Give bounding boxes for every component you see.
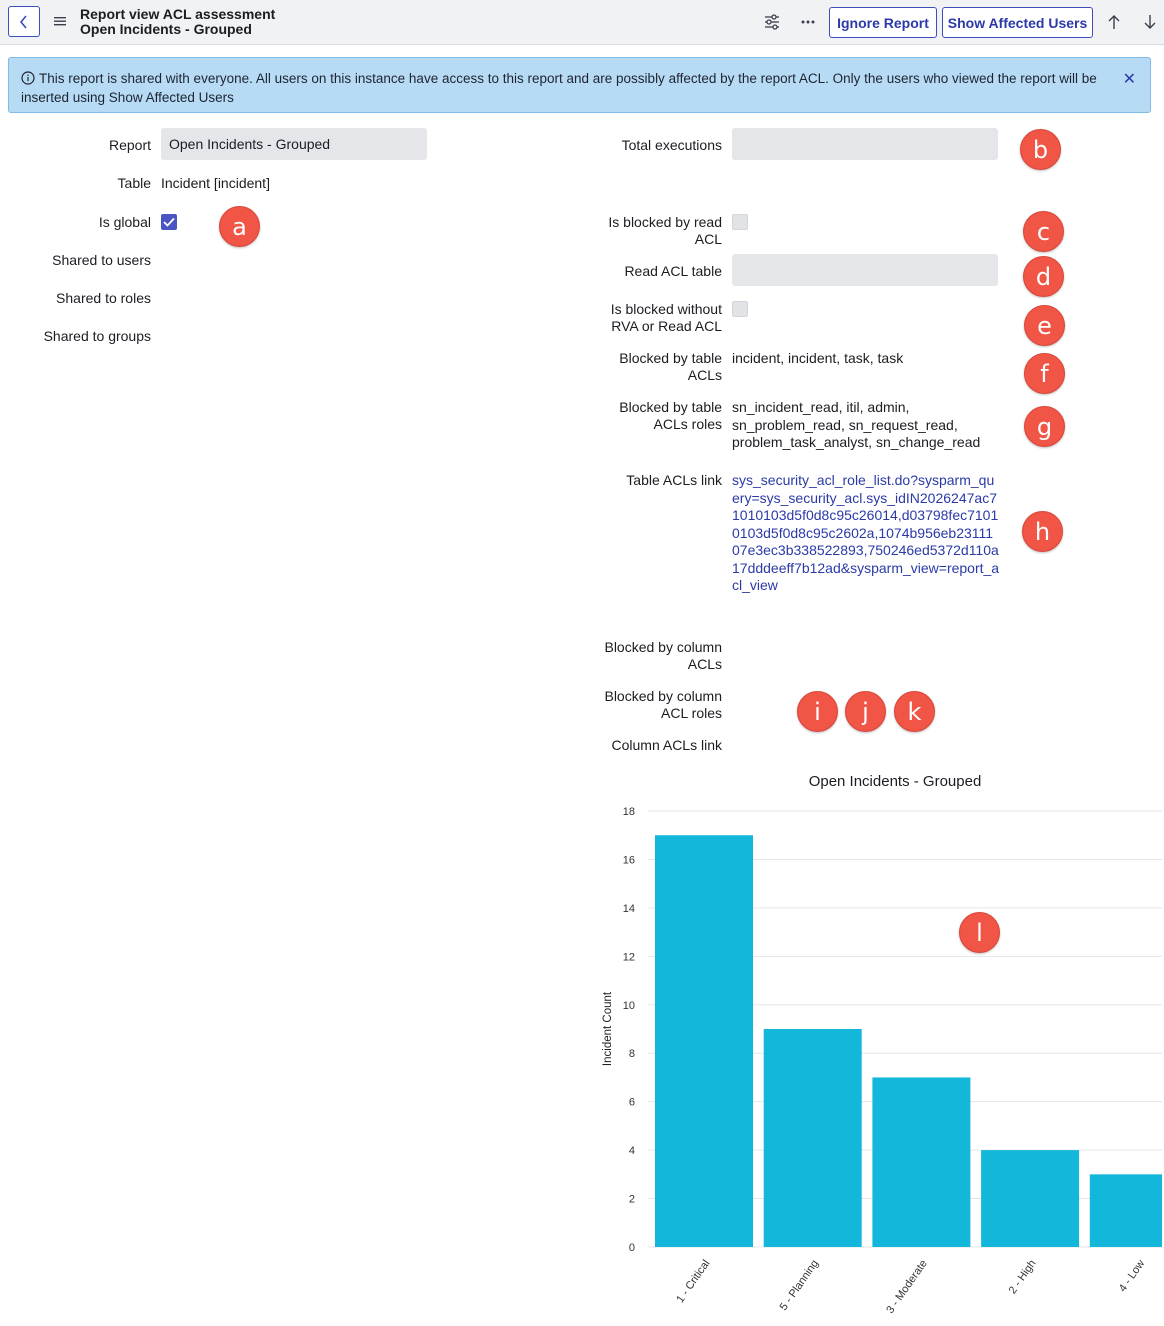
ignore-report-button[interactable]: Ignore Report [829,7,937,38]
y-tick-label: 12 [623,951,635,963]
arrow-down-icon[interactable] [1140,12,1160,32]
is-global-label: Is global [98,214,151,230]
y-tick-label: 0 [629,1242,635,1254]
blocked-rva-checkbox[interactable] [732,301,748,317]
table-value: Incident [incident] [161,175,270,191]
y-tick-label: 14 [623,903,635,915]
read-acl-table-field[interactable] [732,254,998,286]
annotation-marker-l: l [959,912,1000,953]
report-label: Report [108,137,151,153]
annotation-marker-e: e [1024,305,1065,346]
annotation-marker-c: c [1023,211,1064,252]
page-title: Report view ACL assessment [80,6,276,22]
y-axis-label: Incident Count [602,991,614,1066]
annotation-marker-a: a [219,206,260,247]
banner-message: This report is shared with everyone. All… [21,69,1111,107]
menu-icon[interactable] [53,14,67,28]
blocked-read-acl-label: Is blocked by read ACL [608,214,722,247]
y-tick-label: 16 [623,854,635,866]
chart-title: Open Incidents - Grouped [808,773,982,790]
settings-sliders-icon[interactable] [762,12,782,32]
y-tick-label: 4 [629,1145,635,1157]
x-tick-label: 3 - Moderate [884,1258,930,1316]
total-executions-field[interactable] [732,128,998,160]
bar-3 [872,1077,971,1247]
bar-5 [1089,1174,1162,1247]
total-executions-label: Total executions [621,137,722,153]
shared-users-label: Shared to users [52,252,151,268]
table-acls-link[interactable]: sys_security_acl_role_list.do?sysparm_qu… [732,472,1000,593]
y-tick-label: 18 [623,806,635,818]
blocked-column-acls-label: Blocked by column ACLs [604,639,722,672]
checkmark-icon [163,217,175,227]
annotation-marker-k: k [894,691,935,732]
is-global-checkbox[interactable] [161,214,177,230]
y-tick-label: 8 [629,1048,635,1060]
x-tick-label: 4 - Low [1117,1258,1148,1294]
back-button[interactable] [8,6,40,37]
page-subtitle: Open Incidents - Grouped [80,21,252,37]
blocked-read-acl-checkbox[interactable] [732,214,748,230]
y-tick-label: 10 [623,1000,635,1012]
x-tick-label: 2 - High [1007,1258,1039,1296]
page-title-block: Report view ACL assessment Open Incident… [80,7,275,37]
table-acls-link-label: Table ACLs link [626,472,722,488]
read-acl-table-label: Read ACL table [624,263,722,279]
bar-1 [655,835,753,1247]
banner-text: This report is shared with everyone. All… [21,71,1097,105]
blocked-rva-label: Is blocked without RVA or Read ACL [610,301,722,334]
info-banner: This report is shared with everyone. All… [8,57,1151,113]
blocked-table-acls-value: incident, incident, task, task [732,350,904,366]
bar-4 [981,1150,1080,1247]
annotation-marker-f: f [1024,353,1065,394]
more-options-icon[interactable] [798,12,818,32]
blocked-column-roles-label: Blocked by column ACL roles [604,688,722,721]
blocked-table-roles-value: sn_incident_read, itil, admin, sn_proble… [732,399,981,450]
page-header: Report view ACL assessment Open Incident… [0,0,1164,45]
y-tick-label: 6 [629,1097,635,1109]
info-icon [21,71,35,85]
table-label: Table [117,175,151,191]
blocked-table-roles-label: Blocked by table ACLs roles [619,399,722,432]
annotation-marker-g: g [1024,406,1065,447]
annotation-marker-b: b [1020,129,1061,170]
annotation-marker-j: j [845,691,886,732]
x-tick-label: 5 - Planning [778,1258,822,1313]
annotation-marker-d: d [1023,256,1064,297]
shared-roles-label: Shared to roles [56,290,151,306]
y-tick-label: 2 [629,1194,635,1206]
report-field[interactable]: Open Incidents - Grouped [161,128,427,160]
close-icon[interactable]: ✕ [1122,71,1136,88]
column-acls-link-label: Column ACLs link [611,737,723,753]
shared-groups-label: Shared to groups [43,328,151,344]
show-affected-users-button[interactable]: Show Affected Users [942,7,1093,38]
annotation-marker-h: h [1022,511,1063,552]
blocked-table-acls-label: Blocked by table ACLs [619,350,722,383]
x-tick-label: 1 - Critical [674,1258,712,1305]
annotation-marker-i: i [797,691,838,732]
bar-2 [763,1029,862,1247]
chevron-left-icon [19,14,27,29]
arrow-up-icon[interactable] [1104,12,1124,32]
